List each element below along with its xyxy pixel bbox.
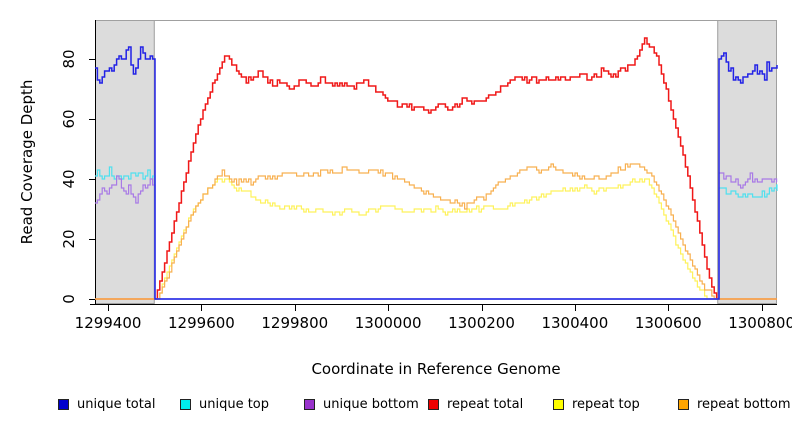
y-tick-label: 60 xyxy=(60,109,78,129)
x-tick-label: 1300000 xyxy=(354,314,422,332)
x-tick-label: 1300400 xyxy=(541,314,609,332)
y-tick-label: 0 xyxy=(60,294,78,304)
y-tick-label: 20 xyxy=(60,229,78,249)
y-tick-label: 80 xyxy=(60,49,78,69)
x-tick-label: 1299800 xyxy=(261,314,329,332)
x-tick-label: 1299400 xyxy=(74,314,142,332)
y-axis-title: Read Coverage Depth xyxy=(18,79,36,245)
x-tick-label: 1300600 xyxy=(634,314,702,332)
x-axis-title: Coordinate in Reference Genome xyxy=(311,360,561,378)
x-tick-label: 1300800 xyxy=(728,314,792,332)
x-tick-label: 1299600 xyxy=(168,314,235,332)
x-tick-label: 1300200 xyxy=(448,314,515,332)
y-tick-label: 40 xyxy=(60,169,78,189)
